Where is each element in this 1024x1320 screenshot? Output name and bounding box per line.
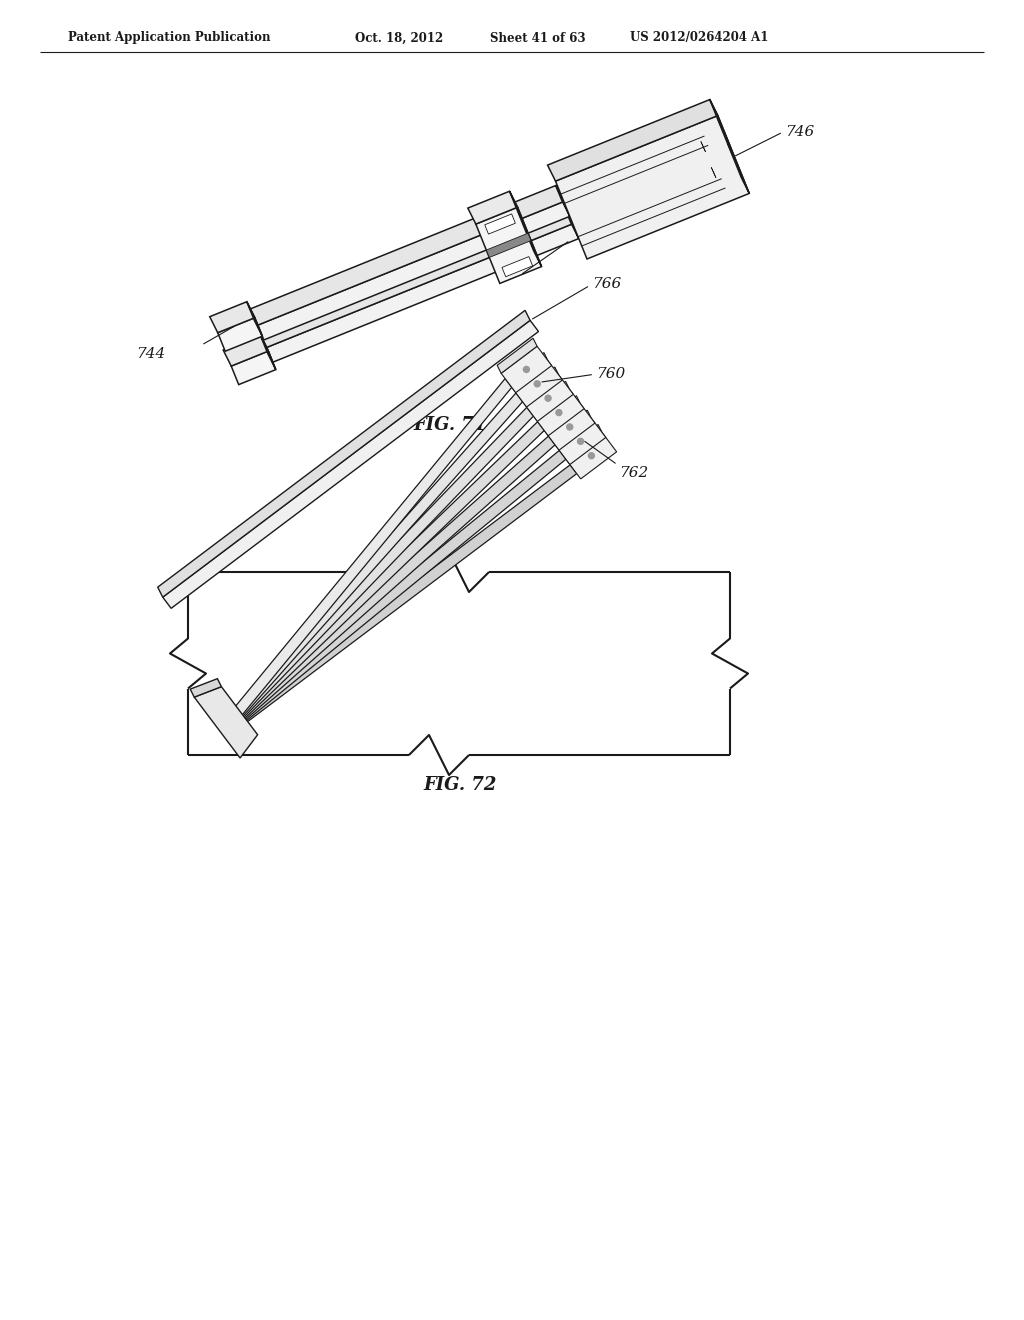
Polygon shape bbox=[510, 191, 542, 267]
Polygon shape bbox=[233, 379, 512, 717]
Polygon shape bbox=[529, 381, 569, 416]
Polygon shape bbox=[250, 186, 564, 325]
Text: FIG. 72: FIG. 72 bbox=[423, 776, 497, 795]
Polygon shape bbox=[717, 117, 730, 145]
Polygon shape bbox=[556, 116, 750, 259]
Polygon shape bbox=[476, 207, 542, 284]
Polygon shape bbox=[238, 450, 566, 722]
Circle shape bbox=[589, 453, 594, 458]
Polygon shape bbox=[534, 389, 584, 436]
Polygon shape bbox=[486, 234, 531, 257]
Circle shape bbox=[535, 380, 541, 387]
Polygon shape bbox=[468, 191, 517, 224]
Polygon shape bbox=[555, 418, 606, 465]
Polygon shape bbox=[218, 318, 262, 351]
Polygon shape bbox=[267, 224, 579, 362]
Polygon shape bbox=[238, 436, 555, 721]
Circle shape bbox=[566, 424, 572, 430]
Polygon shape bbox=[508, 352, 548, 388]
Text: 760: 760 bbox=[596, 367, 626, 381]
Text: 762: 762 bbox=[620, 466, 649, 479]
Polygon shape bbox=[231, 351, 275, 384]
Circle shape bbox=[545, 395, 551, 401]
Polygon shape bbox=[236, 408, 534, 719]
Polygon shape bbox=[484, 214, 515, 234]
Polygon shape bbox=[710, 99, 750, 194]
Polygon shape bbox=[556, 186, 569, 216]
Text: Sheet 41 of 63: Sheet 41 of 63 bbox=[490, 32, 586, 45]
Polygon shape bbox=[541, 396, 581, 430]
Text: US 2012/0264204 A1: US 2012/0264204 A1 bbox=[630, 32, 768, 45]
Polygon shape bbox=[545, 404, 595, 450]
Polygon shape bbox=[519, 367, 559, 403]
Polygon shape bbox=[210, 302, 255, 333]
Polygon shape bbox=[502, 256, 532, 277]
Circle shape bbox=[556, 409, 562, 416]
Text: Patent Application Publication: Patent Application Publication bbox=[68, 32, 270, 45]
Polygon shape bbox=[497, 338, 537, 374]
Polygon shape bbox=[223, 335, 268, 366]
Polygon shape bbox=[234, 393, 522, 718]
Text: FIG. 71: FIG. 71 bbox=[414, 416, 486, 434]
Text: Oct. 18, 2012: Oct. 18, 2012 bbox=[355, 32, 443, 45]
Text: 744: 744 bbox=[136, 347, 166, 362]
Polygon shape bbox=[712, 168, 716, 178]
Text: 742: 742 bbox=[572, 224, 601, 238]
Polygon shape bbox=[260, 335, 275, 370]
Polygon shape bbox=[237, 421, 544, 721]
Polygon shape bbox=[512, 360, 562, 407]
Polygon shape bbox=[566, 433, 616, 479]
Polygon shape bbox=[258, 202, 569, 341]
Polygon shape bbox=[195, 686, 258, 758]
Polygon shape bbox=[501, 346, 552, 392]
Polygon shape bbox=[163, 321, 539, 609]
Polygon shape bbox=[259, 207, 572, 347]
Polygon shape bbox=[158, 310, 530, 597]
Polygon shape bbox=[190, 678, 221, 697]
Circle shape bbox=[578, 438, 584, 445]
Polygon shape bbox=[551, 411, 591, 445]
Polygon shape bbox=[548, 99, 718, 181]
Polygon shape bbox=[700, 141, 706, 152]
Text: 766: 766 bbox=[592, 277, 622, 292]
Polygon shape bbox=[523, 375, 573, 421]
Text: 746: 746 bbox=[785, 125, 814, 139]
Polygon shape bbox=[247, 302, 262, 337]
Polygon shape bbox=[565, 207, 579, 239]
Polygon shape bbox=[239, 465, 577, 723]
Polygon shape bbox=[728, 144, 740, 172]
Circle shape bbox=[523, 367, 529, 372]
Polygon shape bbox=[562, 425, 602, 459]
